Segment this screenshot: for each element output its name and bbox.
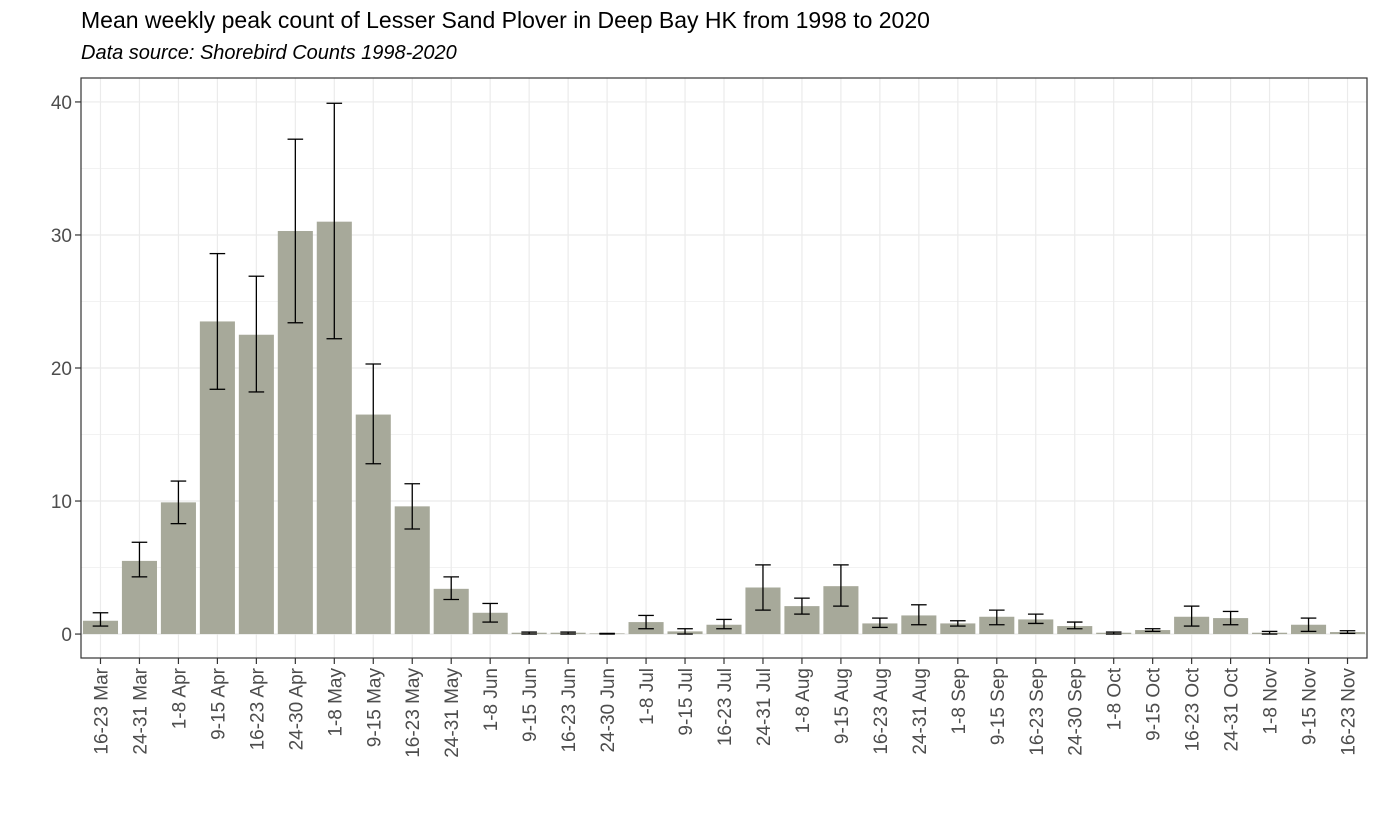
x-tick-label: 9-15 Jun xyxy=(520,668,541,742)
x-tick-label: 9-15 Apr xyxy=(208,667,229,739)
x-tick-label: 24-30 Sep xyxy=(1066,668,1087,756)
x-tick-label: 24-31 Jul xyxy=(754,668,775,746)
y-tick-label: 30 xyxy=(51,226,72,247)
x-tick-label: 24-30 Jun xyxy=(598,668,619,753)
bar xyxy=(1057,626,1093,635)
chart-title: Mean weekly peak count of Lesser Sand Pl… xyxy=(81,7,930,33)
x-tick-label: 24-30 Apr xyxy=(286,667,307,750)
x-tick-label: 16-23 Nov xyxy=(1339,668,1360,756)
chart-subtitle: Data source: Shorebird Counts 1998-2020 xyxy=(81,42,457,64)
bar xyxy=(82,620,119,635)
x-tick-label: 9-15 Jul xyxy=(676,668,697,736)
bar xyxy=(472,612,508,635)
x-tick-label: 1-8 Sep xyxy=(949,668,970,735)
x-tick-label: 24-31 Oct xyxy=(1222,667,1243,751)
x-tick-label: 16-23 Mar xyxy=(91,667,112,754)
bar xyxy=(1213,618,1249,635)
x-tick-label: 9-15 Nov xyxy=(1300,668,1321,746)
bar xyxy=(1018,619,1054,635)
x-tick-label: 16-23 Sep xyxy=(1027,668,1048,756)
x-tick-label: 1-8 Aug xyxy=(793,668,814,734)
x-tick-label: 16-23 Oct xyxy=(1183,667,1204,751)
x-tick-label: 9-15 Oct xyxy=(1144,667,1165,741)
x-tick-label: 1-8 Apr xyxy=(169,667,190,729)
x-tick-label: 1-8 Nov xyxy=(1261,668,1282,735)
x-tick-label: 1-8 Jun xyxy=(481,668,502,731)
y-tick-label: 40 xyxy=(51,93,72,114)
x-tick-label: 16-23 Jul xyxy=(715,668,736,746)
x-tick-label: 24-31 Aug xyxy=(910,668,931,755)
y-tick-label: 0 xyxy=(61,625,72,646)
x-tick-label: 1-8 May xyxy=(325,668,346,737)
y-tick-label: 10 xyxy=(51,492,72,513)
bar xyxy=(1135,630,1171,635)
x-tick-label: 16-23 Jun xyxy=(559,668,580,753)
x-tick-label: 24-31 Mar xyxy=(130,667,151,754)
bar xyxy=(862,623,898,635)
x-tick-label: 1-8 Jul xyxy=(637,668,658,725)
bar xyxy=(160,502,196,635)
bar xyxy=(979,616,1015,635)
x-tick-label: 16-23 May xyxy=(403,668,424,758)
bar xyxy=(940,623,976,635)
bar xyxy=(706,624,742,635)
x-tick-label: 24-31 May xyxy=(442,668,463,758)
x-tick-label: 1-8 Oct xyxy=(1105,667,1126,730)
x-tick-label: 9-15 May xyxy=(364,668,385,748)
x-tick-label: 16-23 Apr xyxy=(247,667,268,750)
x-tick-label: 9-15 Aug xyxy=(832,668,853,744)
x-tick-label: 9-15 Sep xyxy=(988,668,1009,745)
x-tick-label: 16-23 Aug xyxy=(871,668,892,755)
y-tick-label: 20 xyxy=(51,359,72,380)
